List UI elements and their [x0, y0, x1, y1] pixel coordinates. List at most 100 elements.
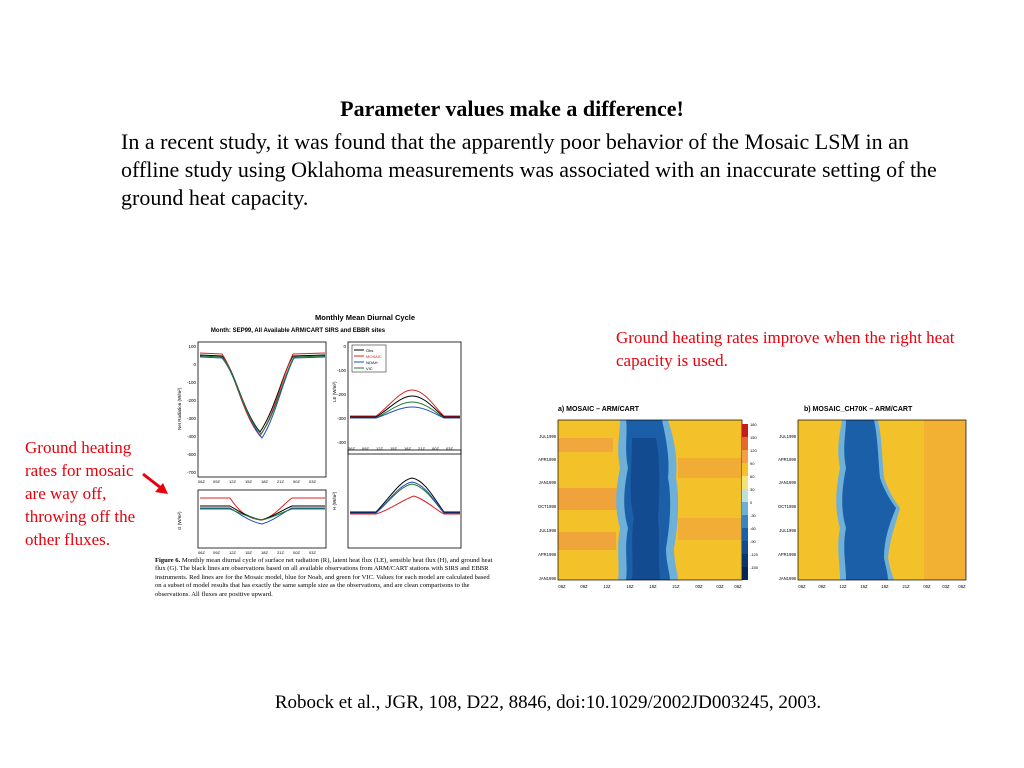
svg-text:00Z: 00Z	[293, 550, 300, 555]
svg-text:APR1999: APR1999	[778, 457, 797, 462]
svg-text:-700: -700	[187, 470, 197, 475]
svg-text:21Z: 21Z	[418, 446, 425, 451]
svg-text:15Z: 15Z	[390, 446, 397, 451]
x-ticks-net-radiation: 06Z 09Z 12Z 15Z 18Z 21Z 00Z 03Z	[198, 479, 316, 484]
svg-text:VIC: VIC	[366, 366, 373, 371]
figure-heatmaps: a) MOSAIC – ARM/CART b) MOSAIC_CH70K – A…	[538, 406, 967, 589]
heatmap-panel-a	[557, 419, 743, 581]
svg-text:18Z: 18Z	[881, 584, 889, 589]
svg-text:NOAH: NOAH	[366, 360, 378, 365]
svg-text:0: 0	[343, 344, 346, 349]
colorbar: 180 150 120 90 60 30 0 -30 -60 -90 -120 …	[742, 422, 759, 580]
svg-text:21Z: 21Z	[902, 584, 910, 589]
note-heat-capacity: Ground heating rates improve when the ri…	[616, 328, 955, 370]
svg-text:21Z: 21Z	[277, 550, 284, 555]
svg-text:-90: -90	[750, 539, 757, 544]
svg-text:-150: -150	[750, 565, 759, 570]
colorbar-ticks: 180 150 120 90 60 30 0 -30 -60 -90 -120 …	[750, 422, 759, 570]
svg-text:JAN1999: JAN1999	[779, 480, 797, 485]
svg-text:JUL1999: JUL1999	[779, 434, 796, 439]
svg-text:MOSAIC: MOSAIC	[366, 354, 382, 359]
svg-text:06Z: 06Z	[198, 479, 205, 484]
figure-subtitle: Month: SEP99, All Available ARM/CART SIR…	[211, 328, 386, 334]
svg-text:-100: -100	[337, 368, 347, 373]
svg-text:180: 180	[750, 422, 757, 427]
svg-text:15Z: 15Z	[245, 550, 252, 555]
svg-text:09Z: 09Z	[362, 446, 369, 451]
svg-text:00Z: 00Z	[432, 446, 439, 451]
figure-title: Monthly Mean Diurnal Cycle	[315, 313, 415, 322]
heatmap-panel-b	[797, 419, 967, 581]
svg-text:120: 120	[750, 448, 757, 453]
le-ticks: 0 -100 -200 -300 -400	[337, 344, 347, 445]
svg-text:18Z: 18Z	[404, 446, 411, 451]
svg-text:09Z: 09Z	[213, 479, 220, 484]
svg-text:06Z: 06Z	[198, 550, 205, 555]
svg-text:12Z: 12Z	[603, 584, 611, 589]
svg-text:09Z: 09Z	[580, 584, 588, 589]
panel-le	[347, 341, 462, 455]
y-ticks-b: JUL1999 APR1999 JAN1999 OCT1998 JUL1998 …	[778, 434, 797, 581]
svg-text:03Z: 03Z	[716, 584, 724, 589]
svg-text:-200: -200	[187, 398, 197, 403]
svg-text:12Z: 12Z	[839, 584, 847, 589]
svg-text:06Z: 06Z	[558, 584, 566, 589]
y-ticks-a: JUL1999 APR1999 JAN1999 OCT1998 JUL1998 …	[538, 434, 557, 581]
ylabel-net-radiation: Net Radiation (W/m²)	[177, 387, 182, 430]
slide-paragraph: In a recent study, it was found that the…	[121, 129, 937, 210]
svg-text:OCT1998: OCT1998	[538, 504, 557, 509]
x-ticks-le: 06Z 09Z 12Z 15Z 18Z 21Z 00Z 03Z	[348, 446, 453, 451]
red-arrow-icon	[142, 472, 168, 494]
svg-text:12Z: 12Z	[229, 479, 236, 484]
svg-text:06Z: 06Z	[348, 446, 355, 451]
ylabel-h: H (W/m²)	[332, 491, 337, 510]
panel-a-title: a) MOSAIC – ARM/CART	[558, 406, 640, 413]
h-curves	[350, 477, 460, 515]
svg-text:OCT1998: OCT1998	[778, 504, 797, 509]
svg-text:-30: -30	[750, 513, 757, 518]
ylabel-g: G (W/m²)	[177, 511, 182, 530]
svg-text:15Z: 15Z	[245, 479, 252, 484]
citation: Robock et al., JGR, 108, D22, 8846, doi:…	[274, 692, 822, 713]
svg-text:-500: -500	[187, 452, 197, 457]
note-mosaic-rates: Ground heating rates for mosaic are way …	[25, 438, 136, 549]
svg-text:100: 100	[188, 344, 196, 349]
svg-text:-60: -60	[750, 526, 757, 531]
svg-text:60: 60	[750, 474, 755, 479]
svg-text:JUL1998: JUL1998	[539, 528, 556, 533]
svg-text:21Z: 21Z	[672, 584, 680, 589]
svg-text:APR1998: APR1998	[778, 552, 797, 557]
slide-heading: Parameter values make a difference!	[340, 96, 684, 121]
ylabel-le: LE (W/m²)	[332, 381, 337, 402]
svg-text:09Z: 09Z	[213, 550, 220, 555]
g-curves	[200, 497, 325, 525]
svg-text:APR1999: APR1999	[538, 457, 557, 462]
svg-text:09Z: 09Z	[818, 584, 826, 589]
svg-text:18Z: 18Z	[261, 479, 268, 484]
svg-text:-300: -300	[337, 416, 347, 421]
x-ticks-g: 06Z 09Z 12Z 15Z 18Z 21Z 00Z 03Z	[198, 550, 316, 555]
svg-text:JAN1998: JAN1998	[779, 576, 797, 581]
panel-b-title: b) MOSAIC_CH70K – ARM/CART	[804, 406, 913, 413]
svg-text:06Z: 06Z	[958, 584, 966, 589]
svg-text:-400: -400	[187, 434, 197, 439]
svg-text:03Z: 03Z	[942, 584, 950, 589]
svg-text:12Z: 12Z	[229, 550, 236, 555]
net-radiation-ticks: 100 0 -100 -200 -300 -400 -500 -700	[187, 344, 197, 475]
net-radiation-curves	[199, 352, 326, 439]
svg-text:03Z: 03Z	[309, 479, 316, 484]
svg-text:00Z: 00Z	[293, 479, 300, 484]
panel-net-radiation	[197, 341, 327, 478]
svg-text:18Z: 18Z	[649, 584, 657, 589]
svg-text:-200: -200	[337, 392, 347, 397]
svg-text:150: 150	[750, 435, 757, 440]
svg-text:0: 0	[193, 362, 196, 367]
svg-text:00Z: 00Z	[923, 584, 931, 589]
svg-text:12Z: 12Z	[376, 446, 383, 451]
figure-caption: Figure 6. Monthly mean diurnal cycle of …	[155, 557, 493, 598]
svg-text:APR1998: APR1998	[538, 552, 557, 557]
svg-text:21Z: 21Z	[277, 479, 284, 484]
svg-text:03Z: 03Z	[309, 550, 316, 555]
svg-text:30: 30	[750, 487, 755, 492]
svg-text:06Z: 06Z	[798, 584, 806, 589]
